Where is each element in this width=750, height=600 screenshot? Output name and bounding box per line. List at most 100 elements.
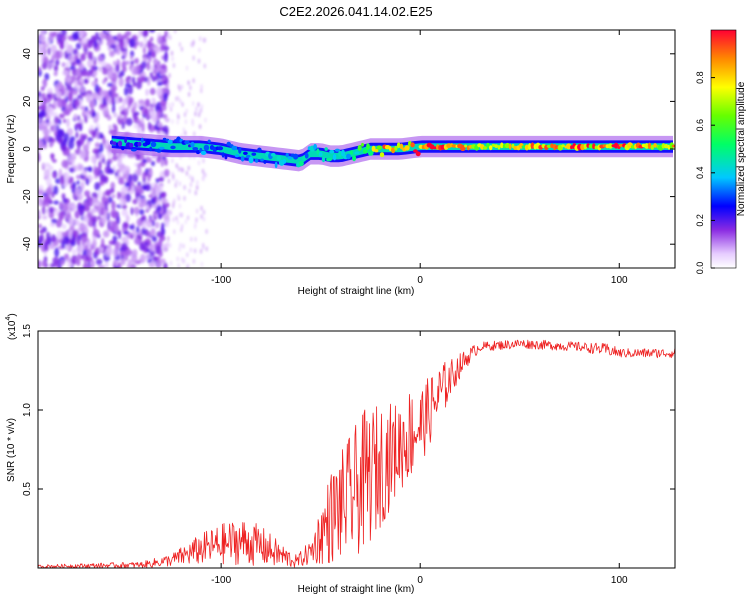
noise-blob xyxy=(94,83,100,94)
ridge-point xyxy=(285,153,289,158)
noise-blob xyxy=(61,62,66,68)
svg-text:(x104): (x104) xyxy=(5,313,18,340)
noise-blob xyxy=(55,59,60,66)
noise-blob xyxy=(138,209,145,215)
noise-blob xyxy=(84,205,90,213)
noise-blob xyxy=(199,248,203,254)
noise-blob xyxy=(195,217,198,223)
snr-y-scale-factor: (x104) xyxy=(5,313,18,340)
noise-blob xyxy=(204,37,207,43)
noise-blob xyxy=(176,256,179,262)
noise-blob xyxy=(56,90,62,99)
noise-blob xyxy=(67,203,74,208)
snr-x-tick-label: 0 xyxy=(417,575,423,586)
ridge-point xyxy=(131,148,137,152)
noise-blob xyxy=(143,30,149,37)
noise-blob xyxy=(114,172,118,177)
noise-blob xyxy=(139,41,144,48)
ridge-point xyxy=(167,139,173,145)
noise-blob xyxy=(68,167,75,173)
noise-blob xyxy=(160,158,165,167)
ridge-point xyxy=(282,159,287,164)
ridge-point xyxy=(366,143,370,150)
noise-blob xyxy=(118,114,123,119)
noise-blob xyxy=(141,61,147,69)
noise-blob xyxy=(156,231,163,238)
ridge-point xyxy=(482,146,488,150)
noise-blob xyxy=(76,180,80,186)
noise-blob xyxy=(53,200,60,205)
noise-blob xyxy=(96,95,101,101)
spectrogram-y-tick-label: 40 xyxy=(22,48,33,60)
noise-blob xyxy=(161,79,168,85)
ridge-point xyxy=(491,143,496,147)
noise-blob xyxy=(81,169,88,176)
snr-series-line xyxy=(38,339,675,568)
noise-blob xyxy=(66,77,72,83)
noise-blob xyxy=(55,219,63,228)
noise-blob xyxy=(98,160,102,171)
noise-blob xyxy=(146,39,152,49)
noise-blob xyxy=(76,140,81,150)
noise-blob xyxy=(111,194,116,199)
noise-blob xyxy=(86,39,93,49)
spectrogram-x-tick-label: -100 xyxy=(211,275,231,286)
noise-blob xyxy=(124,87,129,96)
noise-blob xyxy=(158,176,164,182)
noise-blob xyxy=(100,216,107,224)
noise-blob xyxy=(58,113,65,119)
noise-blob xyxy=(197,102,200,108)
noise-blob xyxy=(137,162,141,169)
noise-blob xyxy=(63,253,69,260)
noise-blob xyxy=(112,247,119,257)
noise-blob xyxy=(192,258,196,264)
noise-blob xyxy=(68,54,74,64)
noise-blob xyxy=(158,249,163,258)
noise-blob xyxy=(130,207,134,216)
noise-blob xyxy=(63,132,70,143)
noise-blob xyxy=(71,249,77,255)
noise-blob xyxy=(70,240,76,247)
spectrogram-x-axis-label: Height of straight line (km) xyxy=(298,286,415,297)
ridge-point xyxy=(653,143,657,148)
noise-blob xyxy=(168,73,171,79)
noise-blob xyxy=(53,123,57,132)
spectrogram-y-tick-label: 0 xyxy=(22,146,33,152)
noise-blob xyxy=(104,77,108,82)
ridge-point xyxy=(489,145,493,151)
noise-blob xyxy=(45,97,51,104)
noise-blob xyxy=(87,211,91,218)
ridge-point xyxy=(334,148,341,152)
noise-blob xyxy=(108,168,115,174)
noise-blob xyxy=(149,71,154,79)
noise-blob xyxy=(167,236,170,242)
noise-blob xyxy=(91,111,97,117)
noise-blob xyxy=(178,246,181,252)
noise-blob xyxy=(117,157,123,166)
noise-blob xyxy=(85,255,93,263)
noise-blob xyxy=(183,185,186,190)
noise-blob xyxy=(145,253,151,260)
noise-blob xyxy=(45,208,49,215)
noise-blob xyxy=(205,246,208,252)
noise-blob xyxy=(182,243,185,249)
noise-blob xyxy=(62,118,67,124)
noise-blob xyxy=(189,85,192,91)
noise-blob xyxy=(121,242,128,251)
noise-blob xyxy=(150,260,156,268)
noise-blob xyxy=(109,44,117,49)
ridge-point xyxy=(112,141,117,146)
noise-blob xyxy=(201,176,205,181)
noise-blob xyxy=(53,71,58,77)
noise-blob xyxy=(92,148,100,155)
ridge-point xyxy=(298,160,304,167)
noise-blob xyxy=(62,231,69,237)
snr-y-ticks: 0.5 1.0 1.5 xyxy=(22,324,675,496)
noise-blob xyxy=(42,126,49,136)
noise-blob xyxy=(149,111,154,116)
noise-blob xyxy=(167,33,171,39)
noise-blob xyxy=(81,37,88,44)
noise-blob xyxy=(132,172,139,183)
ridge-point xyxy=(630,145,635,149)
noise-blob xyxy=(178,203,182,209)
